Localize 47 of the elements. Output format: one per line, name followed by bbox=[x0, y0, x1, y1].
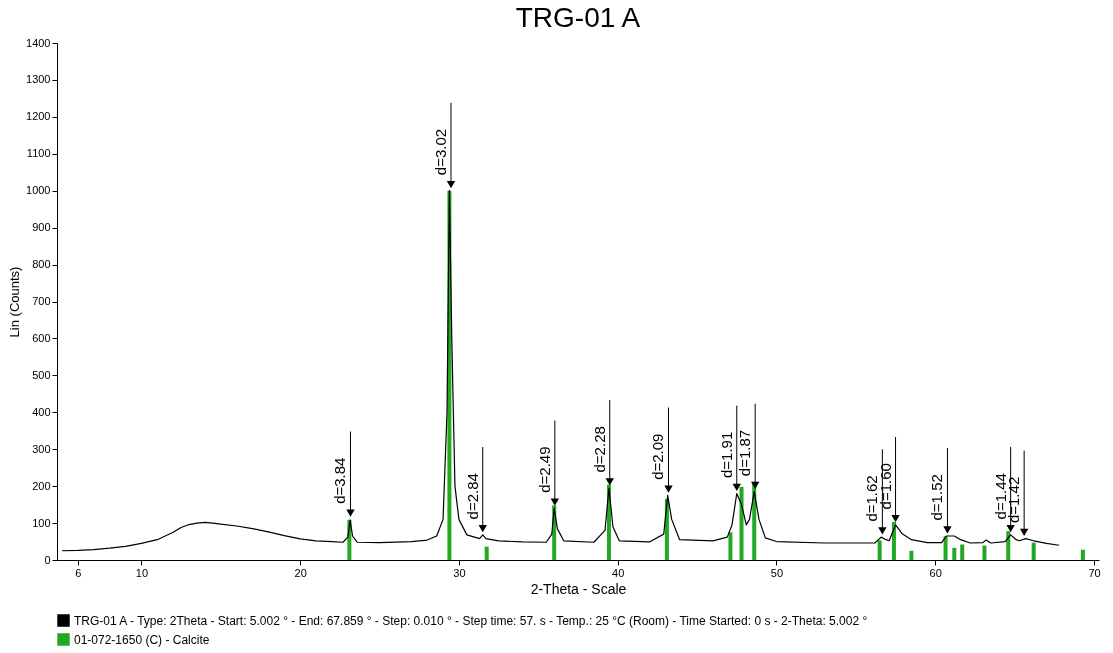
annotation: d=3.84 bbox=[331, 457, 349, 504]
y-tick-label: 900 bbox=[32, 221, 51, 234]
x-tick-label: 20 bbox=[294, 566, 307, 579]
x-tick-label: 60 bbox=[929, 566, 942, 579]
bar bbox=[739, 486, 744, 560]
annotation: d=2.49 bbox=[535, 446, 553, 493]
bar bbox=[952, 547, 957, 560]
y-tick-label: 400 bbox=[32, 405, 51, 418]
y-tick-label: 1400 bbox=[26, 36, 51, 49]
x-tick-label: 50 bbox=[770, 566, 784, 579]
y-tick-label: 1200 bbox=[26, 110, 51, 123]
x-tick-label: 30 bbox=[453, 566, 466, 579]
bar bbox=[877, 540, 882, 560]
bar bbox=[960, 544, 965, 560]
chart-title: TRG-01 A bbox=[515, 2, 641, 33]
annotation: d=2.09 bbox=[649, 433, 667, 480]
bar bbox=[1031, 542, 1036, 560]
bar bbox=[484, 546, 489, 560]
annotation: d=1.52 bbox=[928, 474, 946, 521]
x-tick-label: 6 bbox=[75, 566, 82, 579]
annotation: d=3.02 bbox=[431, 128, 449, 176]
bar bbox=[728, 532, 733, 560]
legend-label: 01-072-1650 (C) - Calcite bbox=[74, 632, 210, 647]
y-tick-label: 0 bbox=[44, 553, 51, 566]
y-tick-label: 600 bbox=[32, 331, 51, 344]
y-tick-label: 1000 bbox=[26, 184, 51, 197]
bar bbox=[982, 545, 987, 560]
annotation: d=1.91 bbox=[717, 431, 735, 479]
y-tick-label: 800 bbox=[32, 258, 51, 271]
x-tick-label: 10 bbox=[135, 566, 149, 579]
annotation: d=1.87 bbox=[736, 429, 754, 477]
legend-label: TRG-01 A - Type: 2Theta - Start: 5.002 ° - End: 67.859 ° - Step: 0.010 ° - Step time: 57. s - Temp.: 25 °C (Room) - Time Started: 0 s - 2-Theta: 5.002 ° bbox=[74, 613, 868, 628]
x-axis-title: 2-Theta - Scale bbox=[530, 580, 627, 597]
bar bbox=[909, 550, 914, 560]
bar bbox=[1080, 549, 1085, 560]
y-tick-label: 1300 bbox=[26, 73, 51, 86]
y-tick-label: 500 bbox=[32, 368, 51, 381]
y-tick-label: 1100 bbox=[26, 147, 51, 160]
y-tick-label: 200 bbox=[32, 479, 51, 492]
annotation: d=2.84 bbox=[463, 473, 481, 520]
y-tick-label: 100 bbox=[32, 516, 51, 529]
y-tick-label: 300 bbox=[32, 442, 51, 455]
x-tick-label: 40 bbox=[612, 566, 625, 579]
annotation: d=2.28 bbox=[590, 426, 608, 473]
y-axis-title: Lin (Counts) bbox=[7, 266, 23, 338]
x-tick-label: 70 bbox=[1088, 566, 1101, 579]
y-tick-label: 700 bbox=[32, 295, 51, 307]
